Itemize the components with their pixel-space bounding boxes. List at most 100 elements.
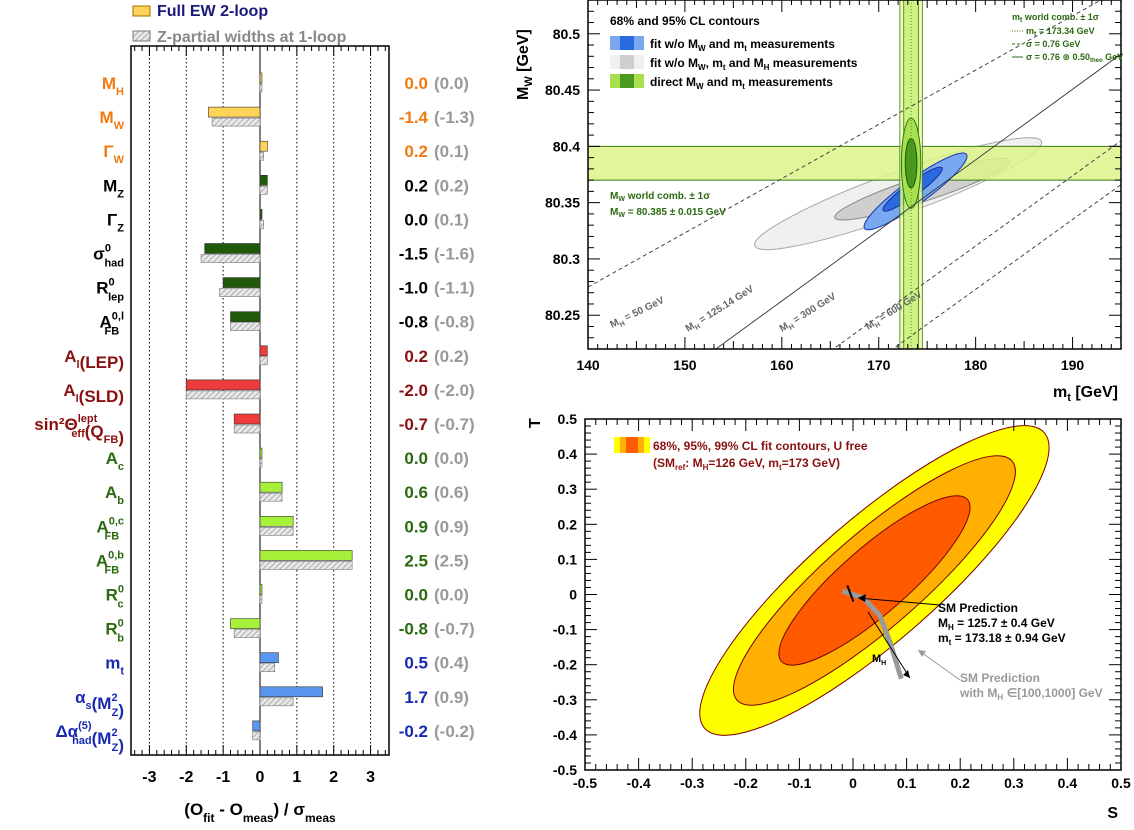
pull-value-zpw: (-0.8)	[434, 313, 475, 332]
y-tick-label: -0.4	[553, 727, 577, 743]
observable-label: A0,b FB	[96, 549, 124, 576]
pull-value-zpw: (-1.3)	[434, 108, 475, 127]
x-tick-label: 1	[292, 769, 301, 786]
pull-value-zpw: (0.2)	[434, 347, 469, 366]
y-tick-label: 80.35	[545, 195, 580, 211]
observable-label: MW	[99, 108, 124, 132]
observable-label: R0 b	[105, 618, 124, 645]
x-tick-label: 0.1	[897, 775, 917, 791]
sm-point-marker	[846, 585, 855, 602]
pull-value-zpw: (0.0)	[434, 74, 469, 93]
x-tick-label: 180	[964, 357, 988, 373]
pull-value-zpw: (-2.0)	[434, 381, 475, 400]
sm-arrow	[857, 597, 941, 606]
bar-full	[230, 311, 261, 323]
bar-full	[259, 140, 268, 152]
x-tick-label: 160	[770, 357, 794, 373]
y-tick-label: -0.5	[553, 762, 577, 778]
y-tick-label: 80.5	[553, 26, 580, 42]
pull-value-zpw: (0.0)	[434, 586, 469, 605]
x-tick-label: -0.2	[734, 775, 758, 791]
y-tick-label: -0.2	[553, 657, 577, 673]
bar-zpw	[259, 151, 264, 161]
observable-label: MZ	[103, 176, 124, 200]
sm-pred-mt: mt = 173.18 ± 0.94 GeV	[938, 631, 1066, 647]
x-tick-label: 3	[366, 769, 375, 786]
observable-label: Ab	[105, 483, 124, 507]
pull-value: -0.2	[399, 722, 428, 741]
observable-label: σ0 had	[93, 243, 124, 270]
observable-label: ΓZ	[107, 210, 124, 234]
pull-value-zpw: (-1.1)	[434, 279, 475, 298]
bar-full	[252, 720, 261, 732]
bar-full	[259, 584, 263, 595]
x-tick-label: -1	[216, 769, 230, 786]
x-tick-label: 0.5	[1111, 775, 1131, 791]
mw-band-value: MW = 80.385 ± 0.015 GeV	[610, 207, 726, 219]
pull-value: 0.9	[404, 517, 428, 536]
bar-zpw	[259, 663, 276, 673]
bar-full	[259, 447, 263, 459]
pull-value: -2.0	[399, 381, 428, 400]
legend-swatch	[620, 36, 634, 50]
observable-label: A0,c FB	[96, 515, 124, 542]
bar-full	[208, 106, 261, 118]
legend-label-zpw: Z-partial widths at 1-loop	[157, 29, 347, 46]
x-tick-label: 0.2	[950, 775, 970, 791]
bar-zpw	[185, 390, 261, 400]
mh-line	[588, 0, 1102, 288]
bar-full	[230, 618, 261, 629]
observable-label: R0 lep	[96, 277, 124, 304]
observable-label: mt	[105, 654, 124, 678]
bar-full	[259, 209, 263, 220]
mt-band-sigma-theo: σ = 0.76 ⊕ 0.50theo GeV	[1026, 52, 1123, 64]
sm-arrow-head	[858, 594, 866, 602]
pull-value: 0.0	[404, 210, 428, 229]
x-tick-label: 170	[867, 357, 891, 373]
x-tick-label: -2	[179, 769, 193, 786]
observable-label: R0 c	[106, 584, 124, 611]
bar-zpw	[219, 288, 261, 297]
bar-zpw	[252, 731, 261, 741]
bar-zpw	[259, 526, 294, 536]
legend-label: direct MW and mt measurements	[650, 75, 833, 91]
sm-pred-title: SM Prediction	[938, 601, 1018, 615]
x-axis-label: (Ofit - Omeas) / σmeas	[184, 800, 336, 825]
x-axis-label: S	[1107, 805, 1118, 822]
legend-label-full: Full EW 2-loop	[157, 3, 268, 20]
bar-zpw	[259, 356, 268, 366]
bar-zpw	[259, 220, 264, 229]
mw-band	[588, 145, 1121, 181]
mh-arrow	[867, 611, 911, 679]
pull-value: -1.5	[399, 245, 428, 264]
sm-band-range: with MH ∈[100,1000] GeV	[959, 686, 1103, 702]
pull-value-zpw: (0.9)	[434, 517, 469, 536]
y-tick-label: 0.4	[558, 446, 578, 462]
y-tick-label: 80.4	[553, 138, 580, 154]
pull-value: 0.0	[404, 449, 428, 468]
sm-band-curve	[841, 588, 904, 680]
x-tick-label: -0.5	[573, 775, 597, 791]
bar-zpw	[259, 697, 294, 707]
pull-value-zpw: (0.0)	[434, 449, 469, 468]
bar-full	[222, 277, 261, 288]
mt-band-sigma: σ = 0.76 GeV	[1026, 39, 1080, 49]
pull-value: 0.2	[404, 176, 428, 195]
bar-zpw	[211, 117, 261, 127]
observable-label: αs(M2 Z)	[75, 688, 124, 720]
frame	[587, 0, 1122, 350]
bar-full	[204, 243, 261, 254]
legend-swatch-full	[132, 5, 151, 17]
pull-value-zpw: (0.1)	[434, 142, 469, 161]
pull-value: -0.8	[399, 313, 428, 332]
y-tick-label: 0.5	[558, 411, 578, 427]
y-tick-label: 80.45	[545, 82, 580, 98]
legend-sublabel: (SMref: MH=126 GeV, mt=173 GeV)	[653, 456, 840, 472]
mt-band-value: mt = 173.34 GeV	[1026, 26, 1095, 38]
bar-full	[259, 550, 353, 561]
x-tick-label: -0.1	[787, 775, 811, 791]
bar-full	[259, 686, 323, 698]
pull-value-zpw: (0.9)	[434, 688, 469, 707]
observable-label: sin²Θlept eff(QFB)	[34, 413, 124, 447]
